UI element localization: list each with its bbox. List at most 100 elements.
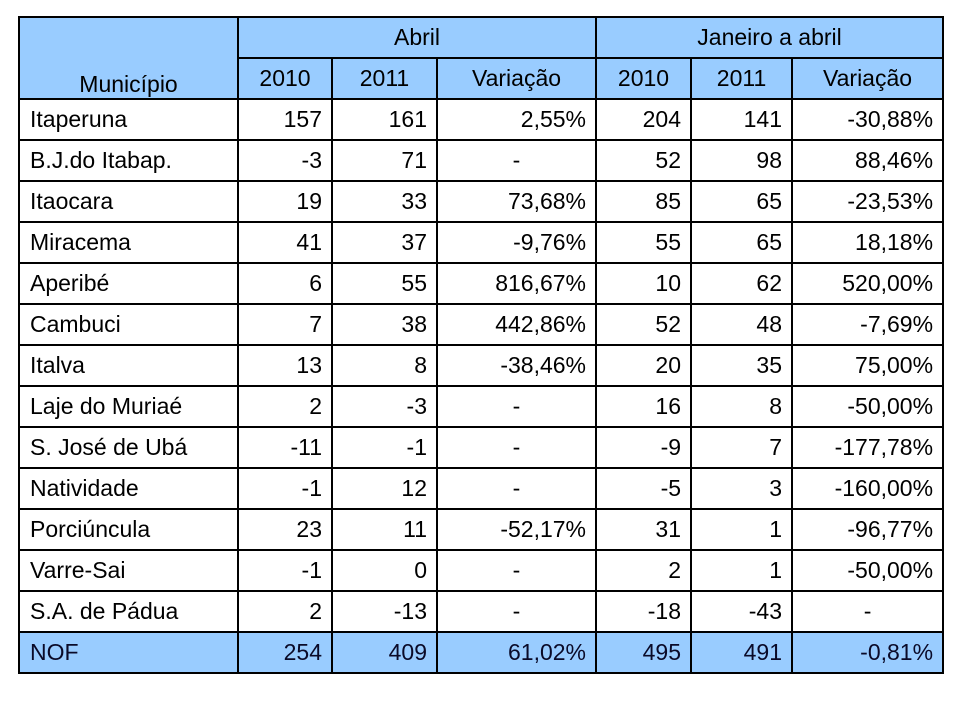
column-header-jan-2010: 2010 xyxy=(595,57,693,100)
municipios-data-table: Município Abril Janeiro a abril 2010 201… xyxy=(18,16,945,674)
value-cell: - xyxy=(435,385,598,428)
municipio-cell: Varre-Sai xyxy=(18,549,239,592)
table-row: B.J.do Itabap. -3 71-52 98 88,46% xyxy=(18,139,945,182)
value-cell: -23,53% xyxy=(791,180,945,223)
value-cell: -13 xyxy=(331,590,438,633)
column-header-abril-2010: 2010 xyxy=(237,57,333,100)
value-cell: -1 xyxy=(331,426,438,469)
value-cell: 161 xyxy=(331,98,438,141)
municipio-cell: Natividade xyxy=(18,467,239,510)
value-cell: -96,77% xyxy=(791,508,945,551)
column-header-abril-variacao: Variação xyxy=(435,57,598,100)
municipio-cell: Aperibé xyxy=(18,262,239,305)
value-cell: -50,00% xyxy=(791,549,945,592)
total-row: NOF 254 409 61,02% 495 491 -0,81% xyxy=(18,631,945,674)
value-cell: 409 xyxy=(331,631,438,674)
value-cell: -160,00% xyxy=(791,467,945,510)
value-cell: 157 xyxy=(237,98,333,141)
value-cell: 7 xyxy=(237,303,333,346)
column-group-janeiro-a-abril: Janeiro a abril xyxy=(595,16,945,59)
municipio-cell: Laje do Muriaé xyxy=(18,385,239,428)
value-cell: 75,00% xyxy=(791,344,945,387)
municipio-cell: Miracema xyxy=(18,221,239,264)
value-cell: -5 xyxy=(595,467,693,510)
value-cell: 62 xyxy=(690,262,794,305)
value-cell: 1 xyxy=(690,549,794,592)
value-cell: -11 xyxy=(237,426,333,469)
table-row: Varre-Sai -1 0-2 1 -50,00% xyxy=(18,549,945,592)
value-cell: 495 xyxy=(595,631,693,674)
value-cell: -0,81% xyxy=(791,631,945,674)
header-group-row: Município Abril Janeiro a abril xyxy=(18,16,945,100)
column-header-jan-2011: 2011 xyxy=(690,57,794,100)
value-cell: 52 xyxy=(595,303,693,346)
value-cell: -50,00% xyxy=(791,385,945,428)
value-cell: -43 xyxy=(690,590,794,633)
value-cell: -7,69% xyxy=(791,303,945,346)
value-cell: 3 xyxy=(690,467,794,510)
value-cell: 254 xyxy=(237,631,333,674)
table-header: Município Abril Janeiro a abril 2010 201… xyxy=(18,16,945,100)
value-cell: 520,00% xyxy=(791,262,945,305)
municipio-cell: Itaperuna xyxy=(18,98,239,141)
value-cell: 7 xyxy=(690,426,794,469)
value-cell: -38,46% xyxy=(435,344,598,387)
value-cell: 10 xyxy=(595,262,693,305)
value-cell: 2 xyxy=(595,549,693,592)
value-cell: 204 xyxy=(595,98,693,141)
value-cell: 55 xyxy=(331,262,438,305)
table-row: Laje do Muriaé 2 -3-16 8 -50,00% xyxy=(18,385,945,428)
value-cell: 73,68% xyxy=(435,180,598,223)
table-row: Itaperuna 157 161 2,55% 204 141 -30,88% xyxy=(18,98,945,141)
value-cell: 816,67% xyxy=(435,262,598,305)
column-header-jan-variacao: Variação xyxy=(791,57,945,100)
value-cell: 23 xyxy=(237,508,333,551)
column-header-abril-2011: 2011 xyxy=(331,57,438,100)
value-cell: -1 xyxy=(237,467,333,510)
table-row: S.A. de Pádua 2 -13- -18 -43- xyxy=(18,590,945,633)
value-cell: -18 xyxy=(595,590,693,633)
table-body: Itaperuna 157 161 2,55% 204 141 -30,88% B.J.do … xyxy=(18,98,945,674)
value-cell: 19 xyxy=(237,180,333,223)
value-cell: 8 xyxy=(331,344,438,387)
value-cell: 98 xyxy=(690,139,794,182)
value-cell: 35 xyxy=(690,344,794,387)
value-cell: -3 xyxy=(331,385,438,428)
municipio-cell: Porciúncula xyxy=(18,508,239,551)
value-cell: -9 xyxy=(595,426,693,469)
value-cell: -177,78% xyxy=(791,426,945,469)
table-row: S. José de Ubá -11 -1- -9 7 -177,78% xyxy=(18,426,945,469)
value-cell: 8 xyxy=(690,385,794,428)
value-cell: - xyxy=(435,590,598,633)
column-group-abril: Abril xyxy=(236,16,598,59)
value-cell: -1 xyxy=(237,549,333,592)
value-cell: 11 xyxy=(331,508,438,551)
value-cell: 141 xyxy=(690,98,794,141)
municipio-cell: Cambuci xyxy=(18,303,239,346)
value-cell: 71 xyxy=(331,139,438,182)
value-cell: 41 xyxy=(237,221,333,264)
value-cell: 65 xyxy=(690,221,794,264)
table-row: Itaocara 19 33 73,68% 85 65 -23,53% xyxy=(18,180,945,223)
table-row: Cambuci 7 38 442,86% 52 48 -7,69% xyxy=(18,303,945,346)
value-cell: 33 xyxy=(331,180,438,223)
value-cell: 37 xyxy=(331,221,438,264)
value-cell: -52,17% xyxy=(435,508,598,551)
value-cell: 48 xyxy=(690,303,794,346)
value-cell: 0 xyxy=(331,549,438,592)
municipio-cell: B.J.do Itabap. xyxy=(18,139,239,182)
value-cell: 20 xyxy=(595,344,693,387)
value-cell: 38 xyxy=(331,303,438,346)
value-cell: -3 xyxy=(237,139,333,182)
value-cell: 442,86% xyxy=(435,303,598,346)
column-header-municipio: Município xyxy=(18,16,239,100)
value-cell: 85 xyxy=(595,180,693,223)
value-cell: 491 xyxy=(690,631,794,674)
value-cell: - xyxy=(435,139,598,182)
value-cell: 65 xyxy=(690,180,794,223)
table-row: Miracema 41 37 -9,76% 55 65 18,18% xyxy=(18,221,945,264)
value-cell: 52 xyxy=(595,139,693,182)
value-cell: 55 xyxy=(595,221,693,264)
value-cell: 18,18% xyxy=(791,221,945,264)
